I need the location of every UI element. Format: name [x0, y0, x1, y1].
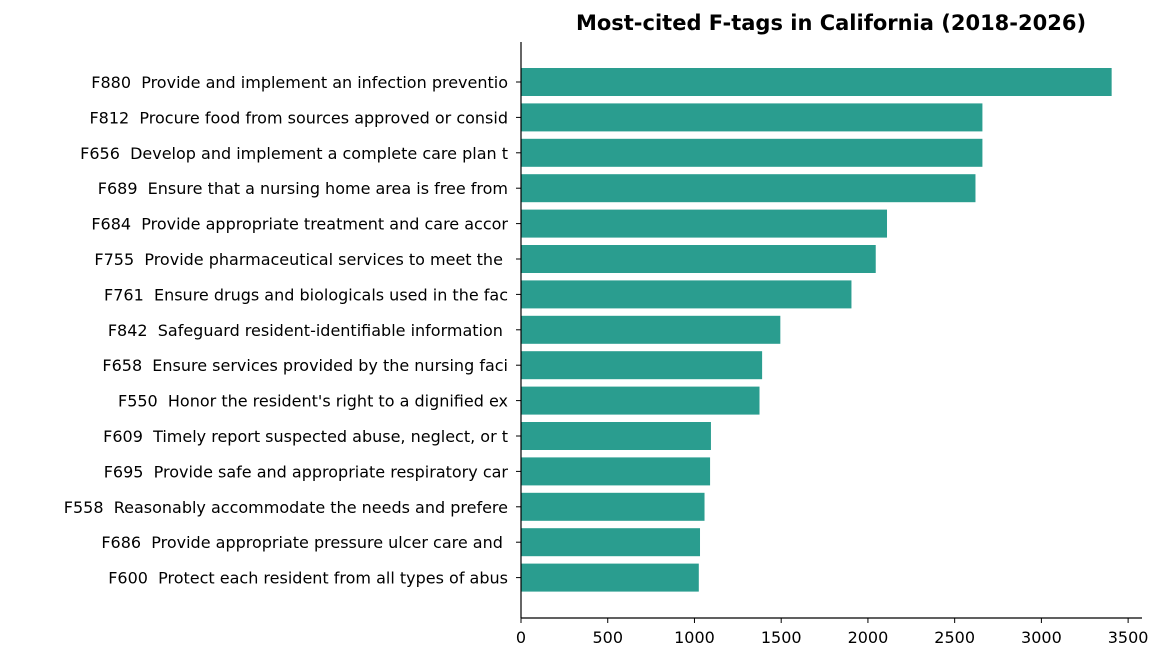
y-axis	[516, 42, 522, 618]
category-labels-group: F880 Provide and implement an infection …	[64, 73, 509, 588]
x-axis: 0 500 1000 1500 2000 2500 3000 3500	[516, 617, 1149, 647]
x-tick-label: 1000	[674, 628, 715, 647]
bar-f656	[521, 138, 983, 167]
chart-title: Most-cited F-tags in California (2018-20…	[576, 11, 1086, 35]
bar-f600	[521, 563, 699, 592]
category-label: F600 Protect each resident from all type…	[108, 569, 508, 588]
x-tick-label: 2500	[934, 628, 975, 647]
category-label: F842 Safeguard resident-identifiable inf…	[108, 321, 508, 340]
category-label: F689 Ensure that a nursing home area is …	[98, 179, 508, 198]
bar-f684	[521, 209, 888, 238]
category-label: F550 Honor the resident's right to a dig…	[118, 392, 508, 411]
x-tick-label: 1500	[761, 628, 802, 647]
category-label: F761 Ensure drugs and biologicals used i…	[104, 285, 508, 304]
category-label: F880 Provide and implement an infection …	[91, 73, 508, 92]
bar-f761	[521, 280, 852, 309]
bar-f609	[521, 422, 711, 450]
category-label: F755 Provide pharmaceutical services to …	[94, 250, 508, 269]
category-label: F812 Procure food from sources approved …	[89, 108, 508, 127]
x-tick-label: 2000	[848, 628, 889, 647]
category-label: F609 Timely report suspected abuse, negl…	[103, 427, 508, 446]
x-tick-label: 3500	[1108, 628, 1149, 647]
bar-f755	[521, 245, 876, 273]
bar-f695	[521, 457, 711, 486]
category-label: F558 Reasonably accommodate the needs an…	[64, 498, 508, 517]
bar-f812	[521, 103, 983, 132]
category-label: F684 Provide appropriate treatment and c…	[91, 215, 508, 234]
bar-f880	[521, 68, 1112, 96]
bar-f658	[521, 351, 763, 380]
category-label: F695 Provide safe and appropriate respir…	[104, 462, 509, 481]
bar-f686	[521, 528, 701, 557]
bar-f550	[521, 386, 760, 415]
category-label: F656 Develop and implement a complete ca…	[80, 144, 508, 163]
bar-f558	[521, 492, 705, 521]
category-label: F686 Provide appropriate pressure ulcer …	[101, 533, 508, 552]
bar-f842	[521, 315, 781, 344]
x-tick-label: 0	[516, 628, 526, 647]
x-tick-label: 3000	[1021, 628, 1062, 647]
x-tick-label: 500	[592, 628, 623, 647]
bars-group	[521, 68, 1112, 592]
category-label: F658 Ensure services provided by the nur…	[102, 356, 508, 375]
bar-f689	[521, 174, 976, 203]
